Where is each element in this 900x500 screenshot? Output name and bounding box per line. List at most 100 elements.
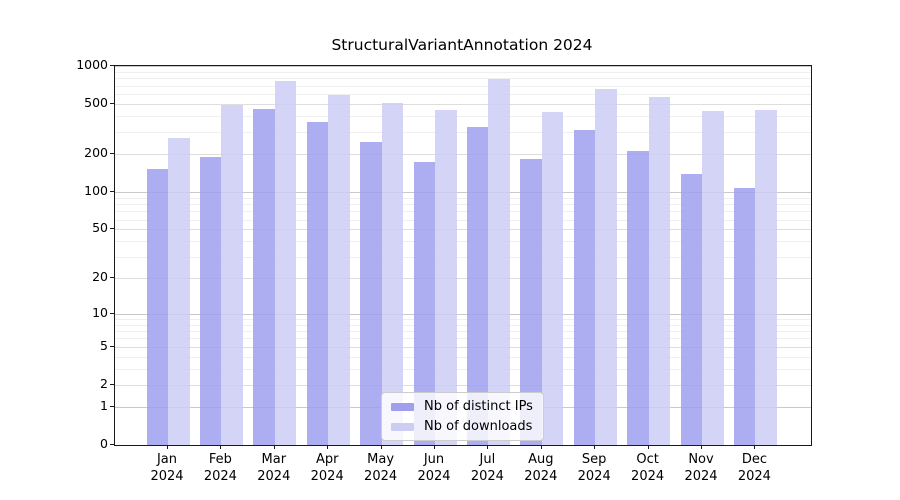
bar-distinct-ips: [520, 159, 542, 445]
legend-label-downloads: Nb of downloads: [424, 419, 533, 434]
legend: Nb of distinct IPs Nb of downloads: [381, 392, 544, 441]
x-tick-month: Jun: [423, 452, 445, 467]
gridline-minor: [115, 356, 811, 358]
x-tick-mark: [167, 445, 168, 449]
bar-downloads: [274, 81, 297, 445]
y-tick-mark: [110, 228, 114, 230]
bar-downloads: [648, 97, 671, 445]
gridline-mid: [115, 346, 811, 348]
y-tick-label: 5: [100, 337, 108, 353]
gridline-mid: [115, 384, 811, 386]
x-tick-month: Feb: [208, 452, 232, 467]
x-tick-year: 2024: [364, 469, 398, 484]
bar-distinct-ips: [466, 127, 489, 445]
gridline-minor: [115, 330, 811, 332]
gridline-minor: [115, 131, 811, 133]
y-tick-mark: [110, 65, 114, 66]
x-tick-mark: [220, 445, 222, 449]
x-tick-month: Dec: [741, 452, 767, 467]
x-tick-month: Aug: [528, 452, 554, 467]
x-tick-label: Mar 2024: [242, 451, 306, 485]
x-tick-mark: [701, 445, 702, 449]
gridline-major: [115, 313, 811, 315]
y-tick-label: 20: [92, 269, 108, 284]
x-tick-month: Sep: [581, 452, 607, 467]
gridline-minor: [115, 85, 811, 87]
bar-downloads: [755, 110, 777, 445]
bar-downloads: [221, 105, 243, 445]
gridline-minor: [115, 71, 811, 73]
legend-row-downloads: Nb of downloads: [391, 418, 535, 435]
x-tick-label: Dec 2024: [722, 451, 786, 485]
y-tick-mark: [110, 383, 114, 385]
bar-distinct-ips: [199, 156, 222, 445]
x-tick-label: Apr 2024: [295, 451, 359, 485]
x-tick-label: Feb 2024: [188, 451, 252, 485]
x-tick-year: 2024: [257, 469, 291, 484]
gridline-mid: [115, 278, 811, 279]
x-tick-mark: [327, 445, 329, 449]
y-tick-label: 1: [100, 398, 108, 413]
gridline-major: [115, 191, 811, 193]
legend-label-distinct-ips: Nb of distinct IPs: [424, 399, 533, 414]
gridline-minor: [115, 219, 811, 221]
x-tick-mark: [434, 445, 435, 449]
y-tick-label: 50: [92, 220, 108, 236]
y-tick-mark: [110, 153, 114, 155]
y-tick-label: 0: [100, 436, 108, 451]
x-tick-year: 2024: [310, 469, 344, 484]
x-tick-mark: [273, 445, 275, 449]
x-tick-year: 2024: [417, 469, 451, 484]
bar-downloads: [381, 103, 404, 445]
gridline-minor: [115, 78, 811, 80]
y-tick-label: 1000: [76, 57, 108, 72]
x-tick-year: 2024: [150, 469, 184, 484]
y-tick-mark: [110, 406, 114, 407]
x-tick-label: Sep 2024: [562, 451, 626, 485]
x-tick-month: May: [367, 452, 395, 467]
bar-distinct-ips: [680, 173, 702, 445]
x-tick-year: 2024: [470, 469, 504, 484]
x-tick-mark: [540, 445, 542, 449]
bar-distinct-ips: [146, 169, 168, 445]
bar-downloads: [702, 111, 724, 445]
bar-downloads: [488, 79, 510, 445]
x-tick-label: Jan 2024: [135, 451, 199, 485]
x-tick-month: Jan: [156, 452, 178, 467]
gridline-minor: [115, 241, 811, 243]
x-tick-month: Nov: [688, 452, 714, 467]
x-tick-month: Mar: [261, 452, 287, 467]
x-tick-year: 2024: [203, 469, 237, 484]
x-tick-month: Oct: [636, 452, 659, 467]
x-tick-label: May 2024: [349, 451, 413, 485]
legend-swatch-distinct-ips: [391, 402, 414, 411]
y-tick-mark: [110, 277, 114, 278]
gridline-minor: [115, 318, 811, 320]
gridline-mid: [115, 229, 811, 231]
x-tick-label: Aug 2024: [509, 451, 573, 485]
x-tick-mark: [647, 445, 649, 449]
bar-distinct-ips: [627, 150, 649, 445]
gridline-minor: [115, 203, 811, 205]
x-tick-year: 2024: [524, 469, 558, 484]
y-tick-label: 200: [84, 145, 108, 161]
y-tick-label: 500: [84, 95, 108, 110]
y-tick-mark: [110, 190, 114, 192]
x-tick-mark: [754, 445, 756, 449]
chart-title: StructuralVariantAnnotation 2024: [331, 36, 593, 54]
y-tick-mark: [110, 345, 114, 347]
y-tick-label: 10: [92, 304, 108, 320]
bar-downloads: [541, 112, 564, 445]
gridline-minor: [115, 116, 811, 118]
gridline-mid: [115, 104, 811, 105]
x-tick-mark: [594, 445, 596, 449]
bar-downloads: [595, 89, 617, 445]
gridline-minor: [115, 94, 811, 95]
x-tick-year: 2024: [684, 469, 718, 484]
x-tick-mark: [380, 445, 382, 449]
bar-distinct-ips: [306, 121, 329, 445]
gridline-minor: [115, 369, 811, 370]
x-tick-label: Nov 2024: [669, 451, 733, 485]
x-tick-year: 2024: [577, 469, 611, 484]
